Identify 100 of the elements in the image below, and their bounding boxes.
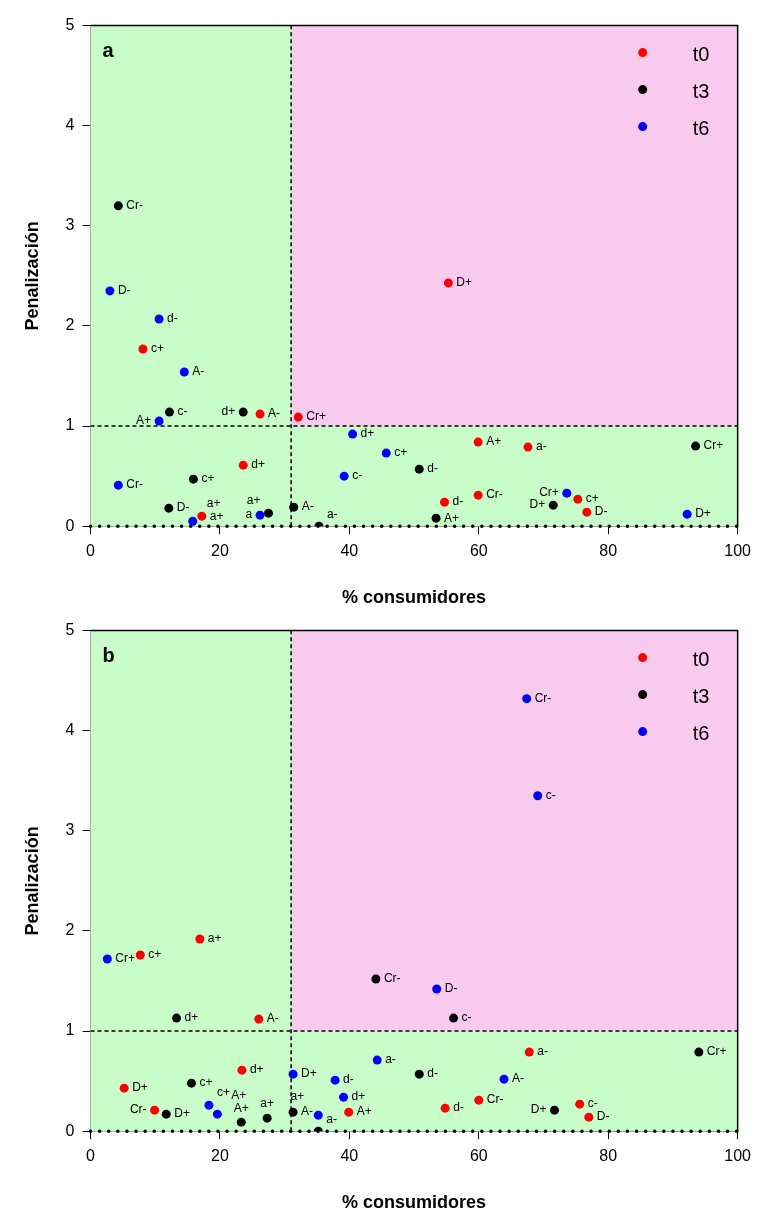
point (212, 1109, 222, 1119)
data-label: D+ (695, 506, 711, 521)
data-label: Cr+ (115, 951, 135, 966)
data-label: D- (596, 1109, 610, 1124)
point (524, 1047, 534, 1057)
data-label: c- (545, 788, 556, 803)
point (431, 513, 441, 523)
point (179, 367, 189, 377)
data-label: d- (452, 494, 464, 509)
point (439, 497, 449, 507)
data-label: A- (301, 499, 314, 514)
y-tick-label: 1 (65, 416, 75, 434)
point (499, 1074, 509, 1084)
point (188, 516, 198, 526)
x-tick-label: 60 (469, 1147, 488, 1165)
data-label: D- (117, 283, 131, 298)
data-label: A- (268, 406, 281, 421)
x-tick-label: 100 (724, 542, 752, 560)
point (119, 1083, 129, 1093)
point (288, 1069, 298, 1079)
point (150, 1105, 160, 1115)
point (164, 407, 174, 417)
data-label: A- (192, 364, 205, 379)
data-label: a- (537, 1044, 548, 1059)
x-tick-label: 40 (340, 542, 359, 560)
data-label: Cr- (126, 477, 143, 492)
data-label: a- (535, 439, 547, 454)
x-axis-title: % consumidores (342, 587, 487, 608)
data-label: Cr+ (539, 485, 559, 500)
legend-label: t3 (692, 685, 710, 708)
point (449, 1013, 459, 1023)
data-label: Cr- (534, 690, 552, 705)
y-tick-label: 0 (65, 516, 75, 534)
data-label: d- (427, 461, 438, 476)
point (372, 1055, 382, 1065)
point (381, 448, 391, 458)
data-label: c+ (150, 341, 164, 356)
data-label: a- (326, 506, 338, 521)
data-label: A- (266, 1011, 279, 1026)
data-label: c+ (199, 1075, 213, 1090)
point (262, 1113, 272, 1123)
data-label: c+ (216, 1085, 230, 1100)
point (195, 934, 205, 944)
data-label: d+ (251, 457, 265, 472)
point (414, 464, 424, 474)
x-tick-label: 60 (469, 542, 488, 560)
point (164, 503, 174, 513)
point (161, 1109, 171, 1119)
x-tick-label: 0 (86, 542, 96, 560)
point (694, 1047, 704, 1057)
point (188, 474, 198, 484)
x-tick-label: 20 (211, 1147, 229, 1165)
point (255, 409, 265, 419)
data-label: d- (427, 1066, 438, 1081)
x-tick-label: 80 (599, 1147, 618, 1165)
data-label: d+ (221, 404, 236, 419)
point (523, 442, 533, 452)
annotation: b (102, 644, 115, 667)
x-tick-label: 40 (340, 1147, 359, 1165)
point (371, 974, 381, 984)
point (263, 508, 273, 518)
data-label: A+ (136, 413, 152, 428)
data-label: d- (453, 1100, 464, 1115)
point (135, 950, 145, 960)
point (339, 471, 349, 481)
y-tick-label: 2 (65, 316, 75, 334)
point (443, 278, 453, 288)
point (289, 502, 299, 512)
y-tick-label: 5 (65, 16, 75, 34)
point (236, 1117, 246, 1127)
y-axis-title: Penalización (21, 826, 42, 936)
x-tick-label: 20 (211, 542, 229, 560)
point (288, 1107, 298, 1117)
data-label: D- (444, 981, 458, 996)
data-label: d+ (351, 1089, 366, 1104)
point (197, 511, 207, 521)
point (691, 441, 701, 451)
point (138, 344, 148, 354)
data-label: A+ (356, 1104, 372, 1119)
data-label: A+ (486, 434, 502, 449)
y-tick-label: 0 (65, 1121, 75, 1139)
data-label: A- (512, 1071, 525, 1086)
legend-label: t6 (692, 117, 710, 140)
y-tick-label: 4 (65, 721, 75, 739)
data-label: a+ (209, 508, 224, 523)
data-label: a+ (206, 495, 221, 510)
data-label: A+ (231, 1088, 247, 1103)
data-label: a+ (246, 493, 261, 508)
point (154, 314, 164, 324)
point (562, 488, 572, 498)
data-label: d- (167, 311, 178, 326)
data-label: c- (352, 468, 363, 483)
data-label: Cr+ (306, 409, 326, 424)
data-label: D+ (529, 497, 546, 512)
data-label: D+ (132, 1080, 148, 1095)
data-label: d- (343, 1072, 354, 1087)
point (172, 1013, 182, 1023)
y-tick-label: 3 (65, 216, 75, 234)
y-tick-label: 3 (65, 821, 75, 839)
point (255, 510, 265, 520)
